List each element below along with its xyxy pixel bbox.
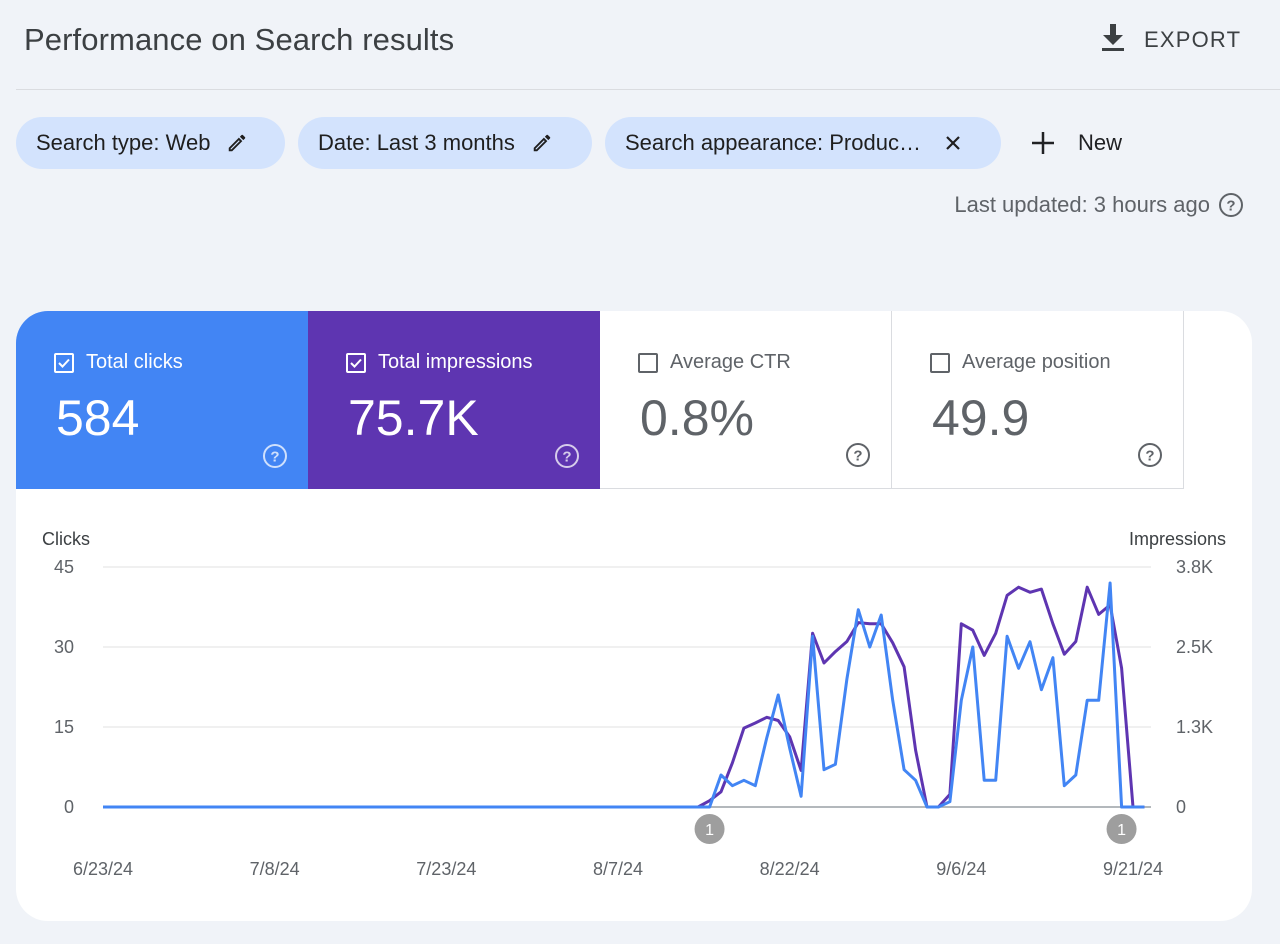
download-icon: [1100, 23, 1126, 58]
left-axis-title: Clicks: [42, 529, 90, 549]
metric-value: 584: [56, 390, 140, 446]
help-icon[interactable]: ?: [554, 443, 580, 469]
annotation-marker[interactable]: [1106, 814, 1137, 844]
right-tick-label: 3.8K: [1176, 557, 1213, 577]
chip-label: Search type: Web: [36, 130, 211, 155]
right-tick-label: 2.5K: [1176, 637, 1213, 657]
page-title: Performance on Search results: [24, 22, 455, 57]
help-icon[interactable]: ?: [1218, 192, 1244, 218]
pencil-icon[interactable]: [226, 132, 248, 154]
series-line-clicks[interactable]: [103, 581, 1145, 809]
right-axis-title: Impressions: [1129, 529, 1226, 549]
metric-total-impressions[interactable]: Total impressions 75.7K ?: [308, 311, 600, 489]
new-filter-label: New: [1078, 130, 1123, 155]
left-tick-label: 0: [64, 797, 74, 817]
metric-label: Total impressions: [378, 351, 533, 373]
last-updated-text: Last updated: 3 hours ago: [954, 192, 1210, 217]
checkbox-unchecked-icon[interactable]: [930, 352, 950, 373]
chip-label: Date: Last 3 months: [318, 130, 515, 155]
series-line-impressions[interactable]: [103, 585, 1145, 809]
new-filter-button[interactable]: New: [1030, 117, 1122, 169]
svg-text:?: ?: [562, 449, 571, 466]
x-tick-label: 7/23/24: [416, 859, 476, 879]
export-button[interactable]: EXPORT: [1100, 20, 1241, 60]
checkbox-checked-icon[interactable]: [346, 352, 366, 373]
x-tick-label: 6/23/24: [73, 859, 133, 879]
header-divider: [16, 89, 1280, 90]
svg-text:?: ?: [1226, 198, 1235, 215]
help-icon[interactable]: ?: [1137, 442, 1163, 468]
left-tick-label: 45: [54, 557, 74, 577]
help-icon[interactable]: ?: [845, 442, 871, 468]
left-tick-label: 30: [54, 637, 74, 657]
metric-label: Average CTR: [670, 351, 791, 373]
close-icon[interactable]: [943, 133, 963, 153]
help-icon[interactable]: ?: [262, 443, 288, 469]
x-tick-label: 7/8/24: [250, 859, 300, 879]
metric-value: 75.7K: [348, 390, 479, 446]
filter-chip-date[interactable]: Date: Last 3 months: [298, 117, 592, 169]
annotation-label: 1: [705, 822, 714, 839]
left-tick-label: 15: [54, 717, 74, 737]
right-tick-label: 0: [1176, 797, 1186, 817]
pencil-icon[interactable]: [531, 132, 553, 154]
chip-label: Search appearance: Produc…: [625, 130, 921, 155]
right-tick-label: 1.3K: [1176, 717, 1213, 737]
metric-value: 49.9: [932, 390, 1030, 446]
performance-card: Total clicks 584 ? Total impressions 75.…: [16, 311, 1252, 921]
metric-average-position[interactable]: Average position 49.9 ?: [892, 311, 1184, 489]
filter-chip-search-appearance[interactable]: Search appearance: Produc…: [605, 117, 1001, 169]
svg-text:?: ?: [853, 448, 862, 465]
x-tick-label: 9/21/24: [1103, 859, 1163, 879]
svg-text:?: ?: [270, 449, 279, 466]
export-label: EXPORT: [1144, 27, 1242, 52]
last-updated: Last updated: 3 hours ago ?: [954, 192, 1244, 218]
plus-icon: [1032, 132, 1054, 154]
svg-text:?: ?: [1145, 448, 1154, 465]
checkbox-checked-icon[interactable]: [54, 352, 74, 373]
checkbox-unchecked-icon[interactable]: [638, 352, 658, 373]
annotation-marker[interactable]: [694, 814, 725, 844]
x-tick-label: 8/7/24: [593, 859, 643, 879]
x-tick-label: 9/6/24: [936, 859, 986, 879]
metric-label: Total clicks: [86, 351, 183, 373]
metric-value: 0.8%: [640, 390, 754, 446]
filter-chip-search-type[interactable]: Search type: Web: [16, 117, 285, 169]
metric-total-clicks[interactable]: Total clicks 584 ?: [16, 311, 308, 489]
x-tick-label: 8/22/24: [760, 859, 820, 879]
metric-average-ctr[interactable]: Average CTR 0.8% ?: [600, 311, 892, 489]
metric-label: Average position: [962, 351, 1111, 373]
annotation-label: 1: [1117, 822, 1126, 839]
